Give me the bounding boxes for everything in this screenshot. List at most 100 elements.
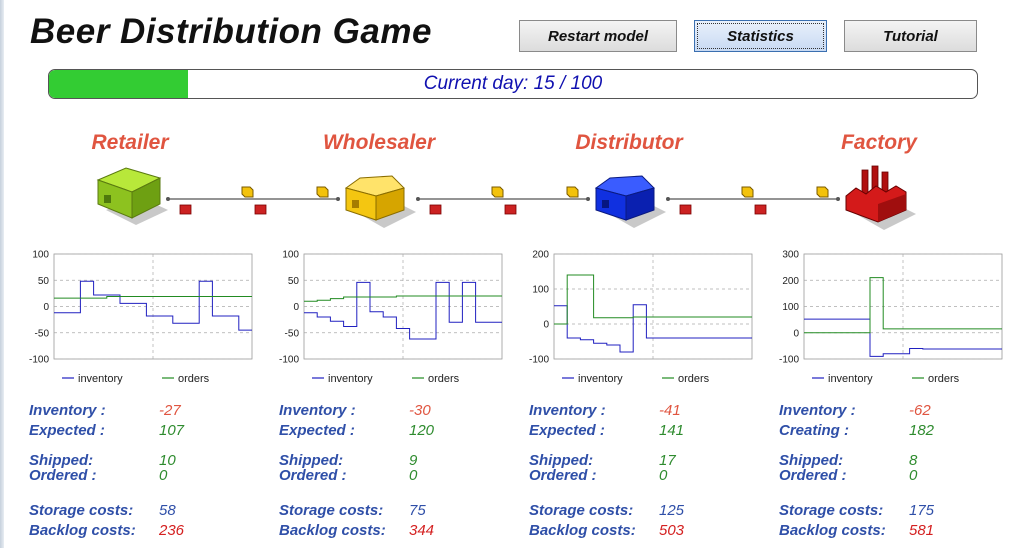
day-progress-bar: Current day: 15 / 100 (48, 69, 978, 99)
expected-value: 107 (159, 422, 185, 439)
storage-costs-value: 175 (909, 502, 935, 519)
inventory-label: Inventory : (29, 402, 106, 419)
red-factory-icon (845, 165, 916, 230)
ordered-value: 0 (409, 467, 418, 484)
retailer-title: Retailer (91, 131, 169, 154)
ordered-value: 0 (909, 467, 918, 484)
wholesaler-title: Wholesaler (322, 131, 436, 154)
current-day-label: Current day: 15 / 100 (423, 73, 603, 94)
y-tick-label: -50 (285, 328, 300, 339)
inventory-value: -30 (409, 402, 431, 419)
supply-chain-diagram (96, 165, 916, 230)
order-card-icon (679, 204, 692, 215)
expected-label: Creating : (779, 422, 850, 439)
legend-label-inventory: inventory (578, 373, 623, 385)
factory-title: Factory (841, 131, 917, 154)
ordered-label: Ordered : (529, 467, 597, 484)
inventory-series-line (54, 280, 252, 331)
distributor-title: Distributor (575, 131, 683, 154)
backlog-costs-label: Backlog costs: (779, 522, 886, 539)
storage-costs-label: Storage costs: (279, 502, 384, 519)
shipped-label: Shipped: (529, 452, 594, 469)
order-card-icon (254, 204, 267, 215)
storage-costs-label: Storage costs: (779, 502, 884, 519)
y-tick-label: -100 (279, 355, 299, 366)
shipped-value: 17 (659, 452, 676, 469)
green-warehouse-icon (96, 167, 168, 225)
legend-label-inventory: inventory (828, 373, 873, 385)
shipped-label: Shipped: (779, 452, 844, 469)
y-tick-label: 50 (38, 276, 50, 287)
wholesaler-chart: 100 50 0 -50 -100 inventory orders (270, 244, 510, 392)
backlog-costs-label: Backlog costs: (29, 522, 136, 539)
progress-fill (49, 70, 189, 98)
yellow-warehouse-icon (344, 175, 416, 228)
orders-series-line (54, 296, 252, 299)
shipped-value: 8 (909, 452, 918, 469)
backlog-costs-label: Backlog costs: (279, 522, 386, 539)
y-tick-label: -50 (35, 328, 50, 339)
distributor-chart: 200 100 0 -100 inventory orders (520, 244, 760, 392)
backlog-costs-value: 503 (659, 522, 685, 539)
order-card-icon (504, 204, 517, 215)
restart-model-button[interactable]: Restart model (519, 20, 677, 52)
inventory-label: Inventory : (279, 402, 356, 419)
expected-label: Expected : (279, 422, 355, 439)
inventory-series-line (554, 304, 752, 353)
inventory-value: -62 (909, 402, 931, 419)
expected-value: 120 (409, 422, 435, 439)
legend-label-inventory: inventory (328, 373, 373, 385)
inventory-label: Inventory : (779, 402, 856, 419)
shipped-label: Shipped: (29, 452, 94, 469)
shipped-value: 10 (159, 452, 176, 469)
shipment-box-icon (491, 186, 579, 198)
expected-value: 182 (909, 422, 935, 439)
inventory-value: -27 (159, 402, 181, 419)
app-title: Beer Distribution Game (30, 12, 432, 51)
retailer-chart: 100 50 0 -50 -100 inventory orders (20, 244, 260, 392)
backlog-costs-value: 236 (159, 522, 185, 539)
y-tick-label: 50 (288, 276, 300, 287)
expected-label: Expected : (29, 422, 105, 439)
storage-costs-value: 75 (409, 502, 426, 519)
y-tick-label: 200 (782, 276, 799, 287)
expected-label: Expected : (529, 422, 605, 439)
blue-warehouse-icon (594, 175, 666, 228)
ordered-label: Ordered : (279, 467, 347, 484)
ordered-value: 0 (159, 467, 168, 484)
y-tick-label: 100 (532, 285, 549, 296)
backlog-costs-label: Backlog costs: (529, 522, 636, 539)
inventory-series-line (304, 281, 502, 340)
y-tick-label: 100 (32, 250, 49, 261)
backlog-costs-value: 344 (409, 522, 435, 539)
y-tick-label: -100 (529, 355, 549, 366)
order-card-icon (754, 204, 767, 215)
y-tick-label: 100 (282, 250, 299, 261)
shipped-label: Shipped: (279, 452, 344, 469)
legend-label-orders: orders (428, 373, 460, 385)
orders-series-line (804, 277, 1002, 334)
legend-label-orders: orders (928, 373, 960, 385)
y-tick-label: 0 (793, 328, 799, 339)
shipment-box-icon (741, 186, 829, 198)
legend-label-orders: orders (678, 373, 710, 385)
orders-series-line (304, 295, 502, 302)
inventory-value: -41 (659, 402, 681, 419)
legend-label-orders: orders (178, 373, 210, 385)
window-edge (0, 0, 4, 548)
ordered-label: Ordered : (779, 467, 847, 484)
shipped-value: 9 (409, 452, 418, 469)
legend-label-inventory: inventory (78, 373, 123, 385)
statistics-button[interactable]: Statistics (694, 20, 827, 52)
tutorial-button[interactable]: Tutorial (844, 20, 977, 52)
order-card-icon (179, 204, 192, 215)
expected-value: 141 (659, 422, 685, 439)
ordered-value: 0 (659, 467, 668, 484)
order-card-icon (429, 204, 442, 215)
y-tick-label: 300 (782, 250, 799, 261)
y-tick-label: 0 (43, 302, 49, 313)
storage-costs-label: Storage costs: (529, 502, 634, 519)
inventory-label: Inventory : (529, 402, 606, 419)
orders-series-line (554, 274, 752, 325)
y-tick-label: 200 (532, 250, 549, 261)
